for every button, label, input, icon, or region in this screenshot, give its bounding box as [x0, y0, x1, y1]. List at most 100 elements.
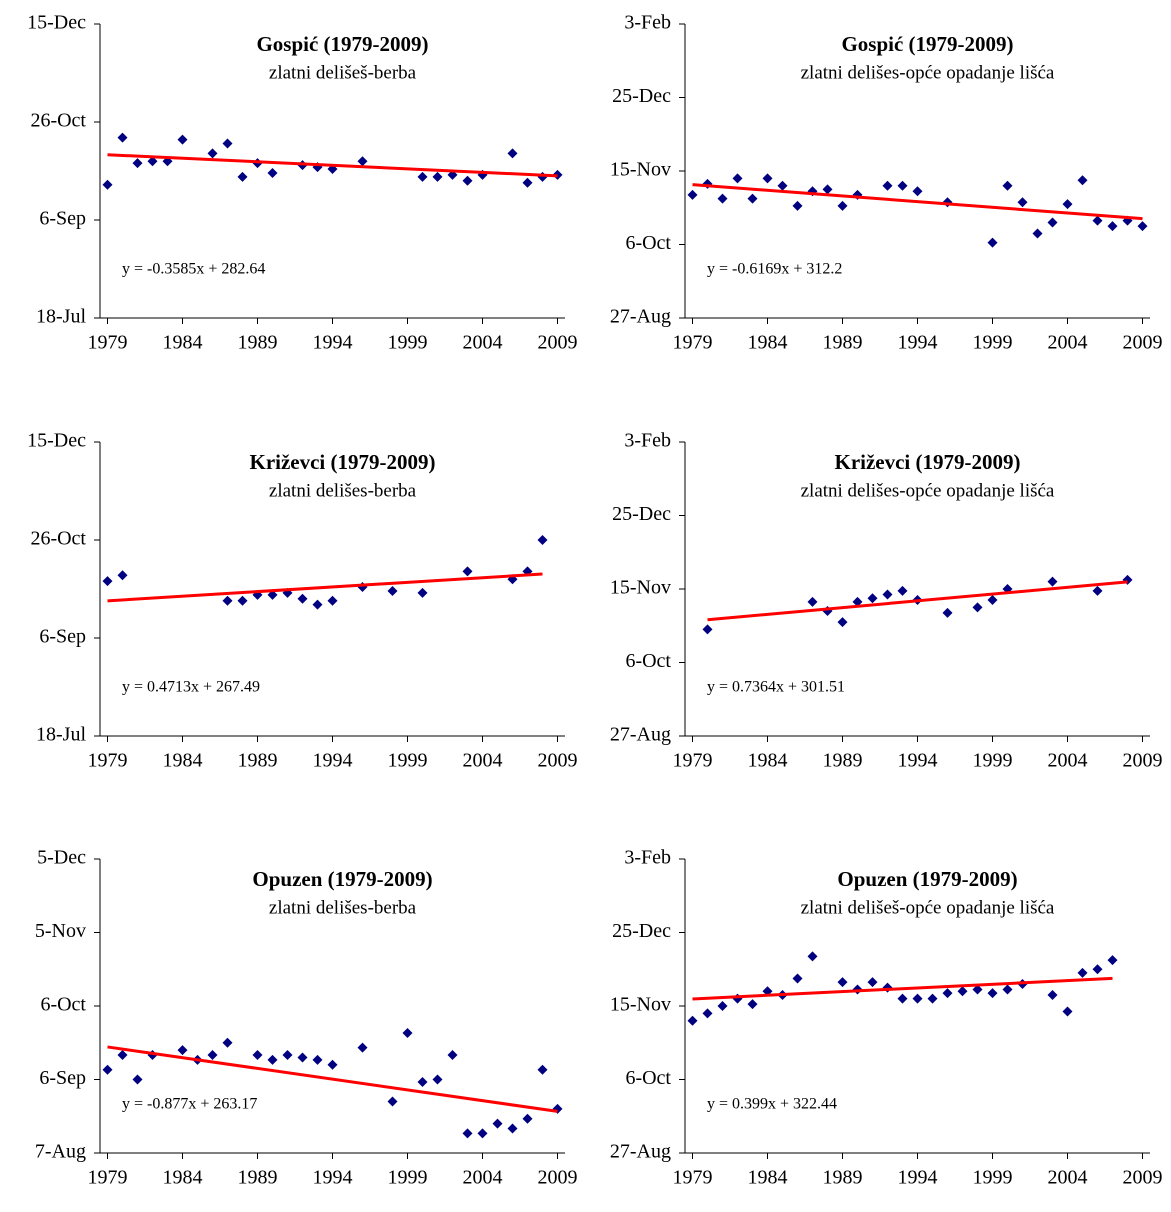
data-point — [1047, 576, 1058, 587]
data-point — [717, 1001, 728, 1011]
y-tick-label: 6-Oct — [40, 994, 86, 1016]
x-tick-label: 1994 — [313, 1167, 353, 1189]
data-point — [117, 570, 128, 581]
y-tick-label: 25-Dec — [612, 920, 671, 942]
trend-line — [707, 580, 1128, 622]
chart-subtitle: zlatni delišeš-berba — [269, 62, 417, 83]
trend-line — [107, 153, 558, 178]
data-point — [702, 1008, 713, 1019]
x-tick-label: 2004 — [463, 332, 503, 354]
y-tick-label: 15-Nov — [610, 159, 671, 181]
data-point — [1047, 989, 1058, 1000]
trend-line — [692, 976, 1113, 1001]
data-point — [312, 599, 323, 610]
data-point — [1002, 180, 1013, 191]
x-tick-label: 1979 — [673, 332, 713, 354]
data-point — [177, 1045, 188, 1056]
data-point — [207, 1050, 218, 1060]
data-point — [507, 1123, 518, 1134]
data-point — [147, 156, 158, 167]
data-point — [897, 180, 908, 191]
data-point — [687, 1015, 698, 1026]
chart-subtitle: zlatni delišes-opće opadanje lišća — [801, 62, 1055, 83]
y-tick-label: 26-Oct — [30, 110, 86, 132]
trend-equation: y = -0.6169x + 312.2 — [707, 261, 842, 278]
data-point — [1062, 1006, 1073, 1017]
data-point — [1002, 984, 1013, 995]
y-tick-label: 7-Aug — [35, 1141, 86, 1163]
y-tick-label: 6-Sep — [39, 626, 86, 648]
x-tick-label: 1984 — [748, 750, 788, 772]
data-point — [102, 576, 113, 587]
data-point — [402, 1027, 413, 1038]
data-point — [792, 973, 803, 984]
data-point — [807, 951, 818, 962]
chart-title: Gospić (1979-2009) — [841, 32, 1013, 56]
data-point — [717, 193, 728, 204]
chart-title: Gospić (1979-2009) — [256, 32, 428, 56]
data-point — [957, 986, 968, 997]
data-point — [357, 156, 368, 167]
data-point — [132, 1074, 143, 1085]
y-tick-label: 18-Jul — [36, 306, 86, 328]
data-point — [987, 237, 998, 248]
data-point — [837, 200, 848, 211]
data-point — [792, 200, 803, 211]
x-tick-label: 2004 — [1048, 1167, 1088, 1189]
data-point — [912, 993, 923, 1004]
x-tick-label: 1989 — [238, 750, 278, 772]
data-point — [897, 585, 908, 596]
data-point — [1062, 199, 1073, 210]
x-tick-label: 1984 — [163, 1167, 203, 1189]
data-point — [462, 1128, 473, 1139]
trend-line — [692, 183, 1143, 221]
y-tick-label: 5-Nov — [35, 920, 86, 942]
data-point — [1092, 964, 1103, 975]
data-point — [972, 984, 983, 995]
data-point — [297, 1052, 308, 1063]
data-point — [447, 1050, 458, 1060]
data-point — [762, 173, 773, 184]
data-point — [102, 179, 113, 190]
trend-equation: y = 0.7364x + 301.51 — [707, 679, 845, 696]
data-point — [432, 171, 443, 182]
data-point — [747, 193, 758, 204]
y-tick-label: 15-Nov — [610, 577, 671, 599]
data-point — [102, 1064, 113, 1075]
x-tick-label: 2009 — [538, 332, 578, 354]
y-tick-label: 15-Dec — [27, 430, 86, 452]
x-tick-label: 1984 — [163, 750, 203, 772]
x-tick-label: 2009 — [538, 750, 578, 772]
data-point — [777, 180, 788, 191]
data-point — [732, 173, 743, 184]
trend-equation: y = -0.3585x + 282.64 — [122, 261, 265, 278]
trend-line — [107, 1045, 558, 1113]
x-tick-label: 1979 — [673, 750, 713, 772]
y-tick-label: 27-Aug — [610, 306, 671, 328]
y-tick-label: 15-Dec — [27, 12, 86, 34]
data-point — [837, 617, 848, 628]
y-tick-label: 6-Oct — [625, 1067, 671, 1089]
data-point — [417, 587, 428, 598]
data-point — [222, 1037, 233, 1048]
x-tick-label: 1979 — [88, 332, 128, 354]
data-point — [327, 1059, 338, 1070]
trend-line — [107, 572, 543, 603]
x-tick-label: 1994 — [898, 1167, 938, 1189]
data-point — [1077, 967, 1088, 978]
data-point — [822, 184, 833, 195]
data-point — [312, 1054, 323, 1065]
chart-subtitle: zlatni delišeš-opće opadanje lišća — [801, 897, 1055, 918]
data-point — [987, 595, 998, 606]
data-point — [1047, 217, 1058, 228]
data-point — [942, 607, 953, 618]
data-point — [417, 1076, 428, 1087]
x-tick-label: 1979 — [673, 1167, 713, 1189]
data-point — [462, 175, 473, 186]
x-tick-label: 1999 — [973, 750, 1013, 772]
x-tick-label: 1994 — [313, 750, 353, 772]
data-point — [267, 167, 278, 178]
data-point — [942, 988, 953, 999]
